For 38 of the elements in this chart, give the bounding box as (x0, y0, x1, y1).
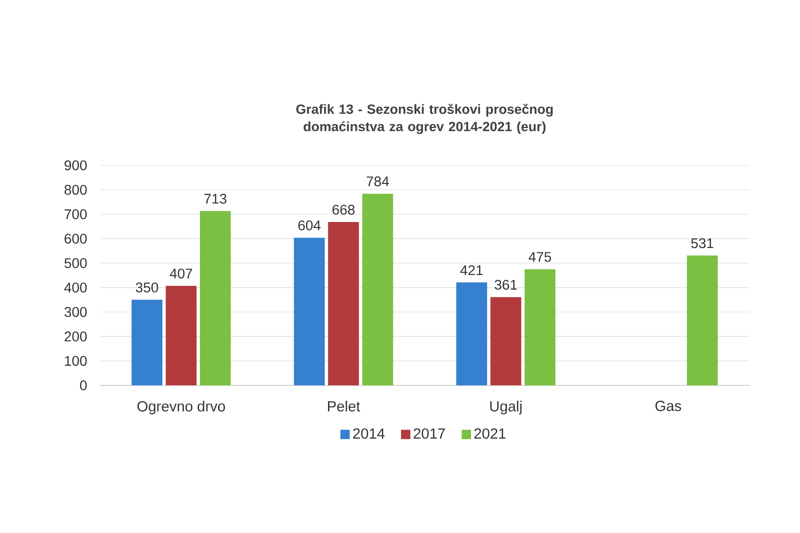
legend-label: 2017 (414, 428, 445, 439)
y-tick-label: 600 (64, 234, 87, 244)
x-tick-label: Gas (655, 400, 682, 411)
bar (490, 296, 522, 386)
y-tick-label: 300 (64, 306, 87, 317)
legend-label: 2014 (353, 428, 385, 439)
data-label: 350 (136, 282, 158, 292)
bar (524, 269, 556, 386)
y-tick-label: 900 (64, 160, 87, 170)
bar (166, 286, 197, 386)
data-label: 604 (298, 220, 321, 230)
y-tick-label: 0 (80, 380, 87, 390)
bar (456, 282, 488, 386)
bar (686, 255, 718, 386)
data-label: 531 (691, 238, 714, 248)
data-label: 407 (170, 268, 192, 278)
x-tick-label: Pelet (328, 400, 360, 412)
data-label: 361 (494, 280, 517, 290)
y-tick-label: 500 (64, 258, 87, 268)
y-tick-label: 800 (64, 184, 87, 195)
bar (200, 210, 231, 386)
y-tick-label: 100 (65, 356, 87, 366)
data-label: 713 (204, 194, 226, 204)
data-label: 668 (332, 204, 355, 215)
data-label: 784 (366, 176, 389, 186)
y-tick-label: 200 (64, 331, 87, 342)
data-label: 475 (528, 252, 552, 262)
y-tick-label: 700 (64, 209, 87, 220)
bar (328, 222, 359, 386)
bar (132, 300, 162, 386)
legend-label: 2021 (474, 428, 506, 439)
bar (294, 238, 325, 386)
x-tick-label: Ogrevno drvo (137, 400, 225, 414)
x-tick-label: Ugalj (490, 400, 522, 414)
bar (362, 194, 394, 386)
data-label: 421 (460, 265, 483, 275)
y-tick-label: 400 (64, 282, 87, 292)
chart-title: Grafik 13 - Sezonski troškovi prosečnog domaćinstva za ogrev 2014-2021 (eur) (296, 104, 553, 134)
